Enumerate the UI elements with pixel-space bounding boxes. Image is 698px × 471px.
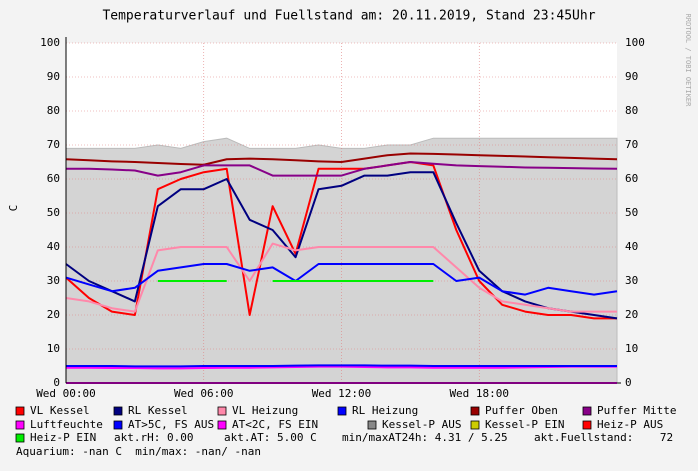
x-tick-label: Wed 18:00 <box>449 387 509 400</box>
legend-swatch <box>15 433 25 443</box>
line <box>65 152 618 166</box>
footer-text: akt.Fuellstand: 72 <box>534 431 673 444</box>
line <box>65 161 617 320</box>
legend-label: RL Heizung <box>352 404 418 417</box>
legend-swatch <box>582 420 592 430</box>
legend-label: VL Kessel <box>30 404 90 417</box>
legend-label: Heiz-P AUS <box>597 418 663 431</box>
chart-title: Temperaturverlauf und Fuellstand am: 20.… <box>102 9 595 24</box>
legend-label: Heiz-P EIN <box>30 431 96 444</box>
legend-label: RL Kessel <box>128 404 188 417</box>
y-tick-label: 80 <box>47 104 60 117</box>
legend-label: AT>5C, FS AUS <box>128 418 214 431</box>
footer-text: Aquarium: -nan C min/max: -nan/ -nan <box>16 445 261 458</box>
legend-swatch <box>15 420 25 430</box>
legend-swatch <box>367 420 377 430</box>
y-tick-label: 90 <box>47 70 60 83</box>
line <box>66 161 618 177</box>
y-tick-label-right: 30 <box>625 274 638 287</box>
y-tick-label-right: 50 <box>625 206 638 219</box>
y-tick-label: 20 <box>47 308 60 321</box>
legend-swatch <box>337 406 347 416</box>
legend-label: VL Heizung <box>232 404 298 417</box>
y-tick-label: 10 <box>47 342 60 355</box>
line <box>65 171 618 320</box>
legend-label: Puffer Mitte <box>597 404 676 417</box>
x-tick-label: Wed 06:00 <box>174 387 234 400</box>
legend-swatch <box>113 406 123 416</box>
legend-swatch <box>217 406 227 416</box>
y-tick-label-right: 70 <box>625 138 638 151</box>
y-tick-label-right: 20 <box>625 308 638 321</box>
line <box>66 365 617 370</box>
footer-text: min/maxAT24h: 4.31 / 5.25 <box>342 431 508 444</box>
watermark: RRDTOOL / TOBI OETIKER <box>684 14 692 108</box>
y-tick-label-right: 10 <box>625 342 638 355</box>
legend-swatch <box>217 420 227 430</box>
line <box>65 263 618 296</box>
y-tick-label: 60 <box>47 172 60 185</box>
y-tick-label: 30 <box>47 274 60 287</box>
y-tick-label-right: 80 <box>625 104 638 117</box>
x-tick-label: Wed 00:00 <box>36 387 96 400</box>
legend-label: Puffer Oben <box>485 404 558 417</box>
y-tick-label: 40 <box>47 240 60 253</box>
x-tick-label: Wed 12:00 <box>312 387 372 400</box>
footer-text: akt.rH: 0.00 <box>114 431 193 444</box>
legend-swatch <box>470 406 480 416</box>
y-tick-label: 50 <box>47 206 60 219</box>
legend-swatch <box>113 420 123 430</box>
line <box>65 242 617 313</box>
y-axis-label: C <box>7 205 20 212</box>
legend-label: AT<2C, FS EIN <box>232 418 318 431</box>
y-tick-label-right: 100 <box>625 36 645 49</box>
y-tick-label-right: 40 <box>625 240 638 253</box>
line <box>66 364 617 368</box>
legend-label: Kessel-P AUS <box>382 418 461 431</box>
footer-text: akt.AT: 5.00 C <box>224 431 317 444</box>
y-tick-label: 70 <box>47 138 60 151</box>
y-tick-label-right: 0 <box>625 376 632 389</box>
legend-label: Kessel-P EIN <box>485 418 564 431</box>
y-tick-label: 0 <box>53 376 60 389</box>
y-tick-label-right: 60 <box>625 172 638 185</box>
y-tick-label-right: 90 <box>625 70 638 83</box>
legend-swatch <box>15 406 25 416</box>
legend-swatch <box>470 420 480 430</box>
legend-label: Luftfeuchte <box>30 418 103 431</box>
legend-swatch <box>582 406 592 416</box>
y-tick-label: 100 <box>40 36 60 49</box>
